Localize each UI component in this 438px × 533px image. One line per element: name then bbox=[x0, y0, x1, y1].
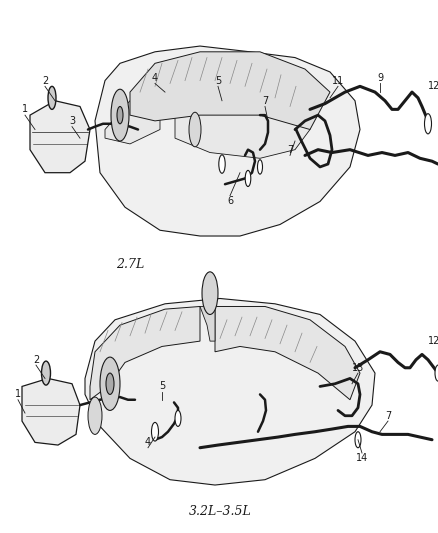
Text: 2.7L: 2.7L bbox=[116, 259, 144, 271]
Text: 12: 12 bbox=[428, 336, 438, 346]
Polygon shape bbox=[175, 86, 310, 158]
Text: 7: 7 bbox=[385, 411, 391, 421]
Text: 5: 5 bbox=[159, 382, 165, 391]
Circle shape bbox=[175, 410, 181, 426]
Circle shape bbox=[117, 107, 123, 124]
Circle shape bbox=[189, 112, 201, 147]
Circle shape bbox=[202, 272, 218, 314]
Text: 11: 11 bbox=[332, 76, 344, 86]
Circle shape bbox=[152, 422, 159, 441]
Polygon shape bbox=[105, 92, 160, 144]
Text: 2: 2 bbox=[42, 76, 48, 86]
Text: 6: 6 bbox=[227, 197, 233, 206]
Polygon shape bbox=[215, 306, 360, 400]
Text: 3: 3 bbox=[69, 116, 75, 126]
Text: 9: 9 bbox=[377, 72, 383, 83]
Text: 1: 1 bbox=[15, 390, 21, 399]
Polygon shape bbox=[130, 52, 330, 130]
Polygon shape bbox=[30, 101, 90, 173]
Text: 2: 2 bbox=[33, 355, 39, 365]
Circle shape bbox=[245, 171, 251, 187]
Text: 3.2L–3.5L: 3.2L–3.5L bbox=[189, 505, 251, 518]
Text: 14: 14 bbox=[356, 454, 368, 463]
Circle shape bbox=[258, 160, 262, 174]
Circle shape bbox=[48, 86, 56, 109]
Text: 13: 13 bbox=[352, 363, 364, 373]
Circle shape bbox=[219, 155, 225, 173]
Text: 5: 5 bbox=[215, 76, 221, 86]
Text: 7: 7 bbox=[262, 96, 268, 106]
Text: 1: 1 bbox=[22, 104, 28, 115]
Circle shape bbox=[88, 397, 102, 434]
Text: 4: 4 bbox=[145, 438, 151, 447]
Polygon shape bbox=[200, 306, 215, 341]
Circle shape bbox=[424, 114, 431, 134]
Circle shape bbox=[100, 357, 120, 410]
Circle shape bbox=[435, 365, 438, 381]
Text: 12: 12 bbox=[428, 82, 438, 91]
Polygon shape bbox=[22, 378, 80, 445]
Circle shape bbox=[42, 361, 50, 385]
Circle shape bbox=[106, 373, 114, 394]
Text: 4: 4 bbox=[152, 72, 158, 83]
Polygon shape bbox=[95, 46, 360, 236]
Polygon shape bbox=[90, 306, 200, 400]
Polygon shape bbox=[85, 298, 375, 485]
Text: 7: 7 bbox=[287, 144, 293, 155]
Circle shape bbox=[111, 89, 129, 141]
Circle shape bbox=[355, 432, 361, 448]
